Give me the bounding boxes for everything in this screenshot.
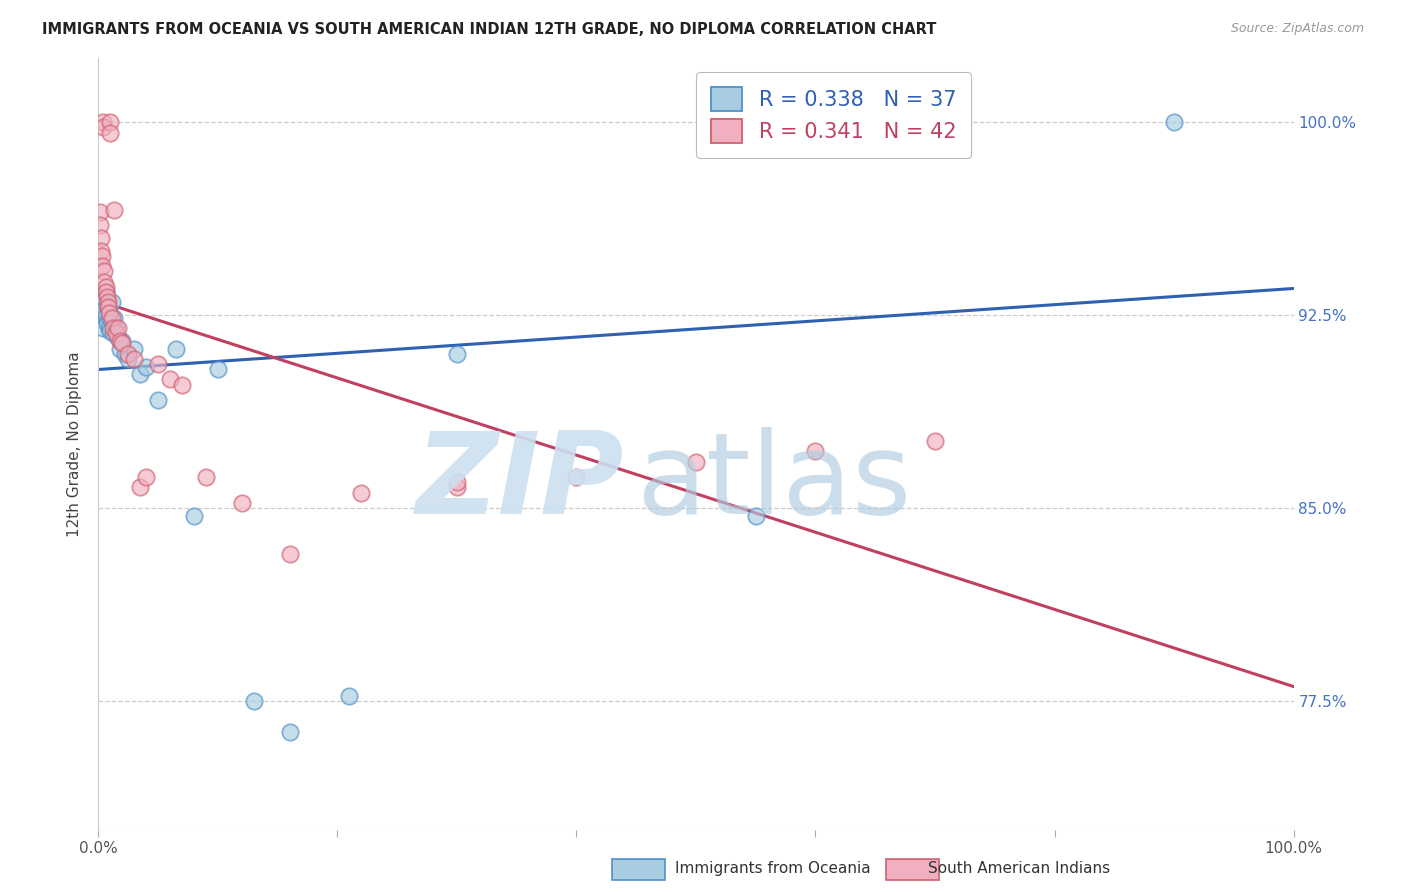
Y-axis label: 12th Grade, No Diploma: 12th Grade, No Diploma: [67, 351, 83, 537]
Text: South American Indians: South American Indians: [928, 862, 1111, 876]
Legend: R = 0.338   N = 37, R = 0.341   N = 42: R = 0.338 N = 37, R = 0.341 N = 42: [696, 72, 970, 158]
Point: [93, 303, 115, 318]
Point: [100, 310, 122, 325]
Point: [565, 470, 588, 484]
Point: [91, 308, 114, 322]
Point: [148, 392, 170, 407]
Point: [165, 342, 187, 356]
Point: [91, 290, 114, 304]
Point: [93, 264, 115, 278]
Point: [91, 295, 114, 310]
Point: [91, 321, 114, 335]
Text: IMMIGRANTS FROM OCEANIA VS SOUTH AMERICAN INDIAN 12TH GRADE, NO DIPLOMA CORRELAT: IMMIGRANTS FROM OCEANIA VS SOUTH AMERICA…: [42, 22, 936, 37]
Point: [91, 115, 114, 129]
Point: [159, 372, 181, 386]
Point: [103, 310, 125, 325]
Point: [91, 120, 114, 135]
Point: [97, 301, 120, 315]
Point: [129, 368, 152, 382]
Point: [135, 359, 157, 374]
Point: [129, 481, 152, 495]
Point: [148, 357, 170, 371]
Point: [98, 115, 122, 129]
Point: [96, 316, 118, 330]
Point: [101, 326, 124, 341]
Point: [446, 347, 468, 361]
Point: [89, 305, 111, 319]
Point: [948, 120, 970, 135]
Point: [111, 334, 134, 348]
Point: [195, 470, 218, 484]
Point: [90, 244, 112, 258]
Point: [98, 305, 121, 319]
Point: [103, 202, 125, 217]
Text: ZIP: ZIP: [416, 427, 624, 538]
Point: [124, 351, 146, 366]
Point: [446, 475, 468, 490]
Point: [105, 326, 128, 341]
Point: [124, 342, 146, 356]
Point: [685, 455, 707, 469]
Point: [107, 331, 129, 345]
Point: [94, 285, 117, 299]
Point: [96, 290, 118, 304]
Point: [90, 231, 112, 245]
Point: [100, 295, 122, 310]
Point: [114, 347, 136, 361]
Point: [135, 470, 157, 484]
Point: [98, 324, 122, 338]
Point: [278, 724, 301, 739]
Point: [98, 321, 121, 335]
Point: [183, 508, 205, 523]
Point: [446, 481, 468, 495]
Point: [98, 126, 122, 140]
Point: [1163, 115, 1185, 129]
Point: [107, 321, 129, 335]
Point: [94, 285, 117, 299]
Point: [207, 362, 229, 376]
Point: [111, 336, 134, 351]
Point: [91, 260, 114, 274]
Point: [278, 547, 301, 561]
Point: [89, 218, 111, 232]
Point: [117, 347, 139, 361]
Point: [90, 301, 112, 315]
Point: [339, 689, 361, 703]
Point: [89, 205, 111, 219]
Point: [924, 434, 946, 449]
Point: [243, 694, 266, 708]
Point: [350, 485, 373, 500]
Point: [97, 301, 120, 315]
Point: [94, 280, 117, 294]
Point: [98, 310, 122, 325]
Point: [97, 295, 120, 310]
Text: Source: ZipAtlas.com: Source: ZipAtlas.com: [1230, 22, 1364, 36]
Point: [745, 508, 768, 523]
Point: [101, 321, 124, 335]
Point: [117, 351, 139, 366]
Point: [231, 496, 253, 510]
Point: [91, 249, 114, 263]
Text: Immigrants from Oceania: Immigrants from Oceania: [675, 862, 870, 876]
Point: [105, 321, 128, 335]
Point: [94, 308, 117, 322]
Point: [108, 334, 131, 348]
Point: [804, 444, 827, 458]
Point: [93, 275, 115, 289]
Point: [172, 377, 194, 392]
Text: atlas: atlas: [637, 427, 911, 538]
Point: [108, 342, 131, 356]
